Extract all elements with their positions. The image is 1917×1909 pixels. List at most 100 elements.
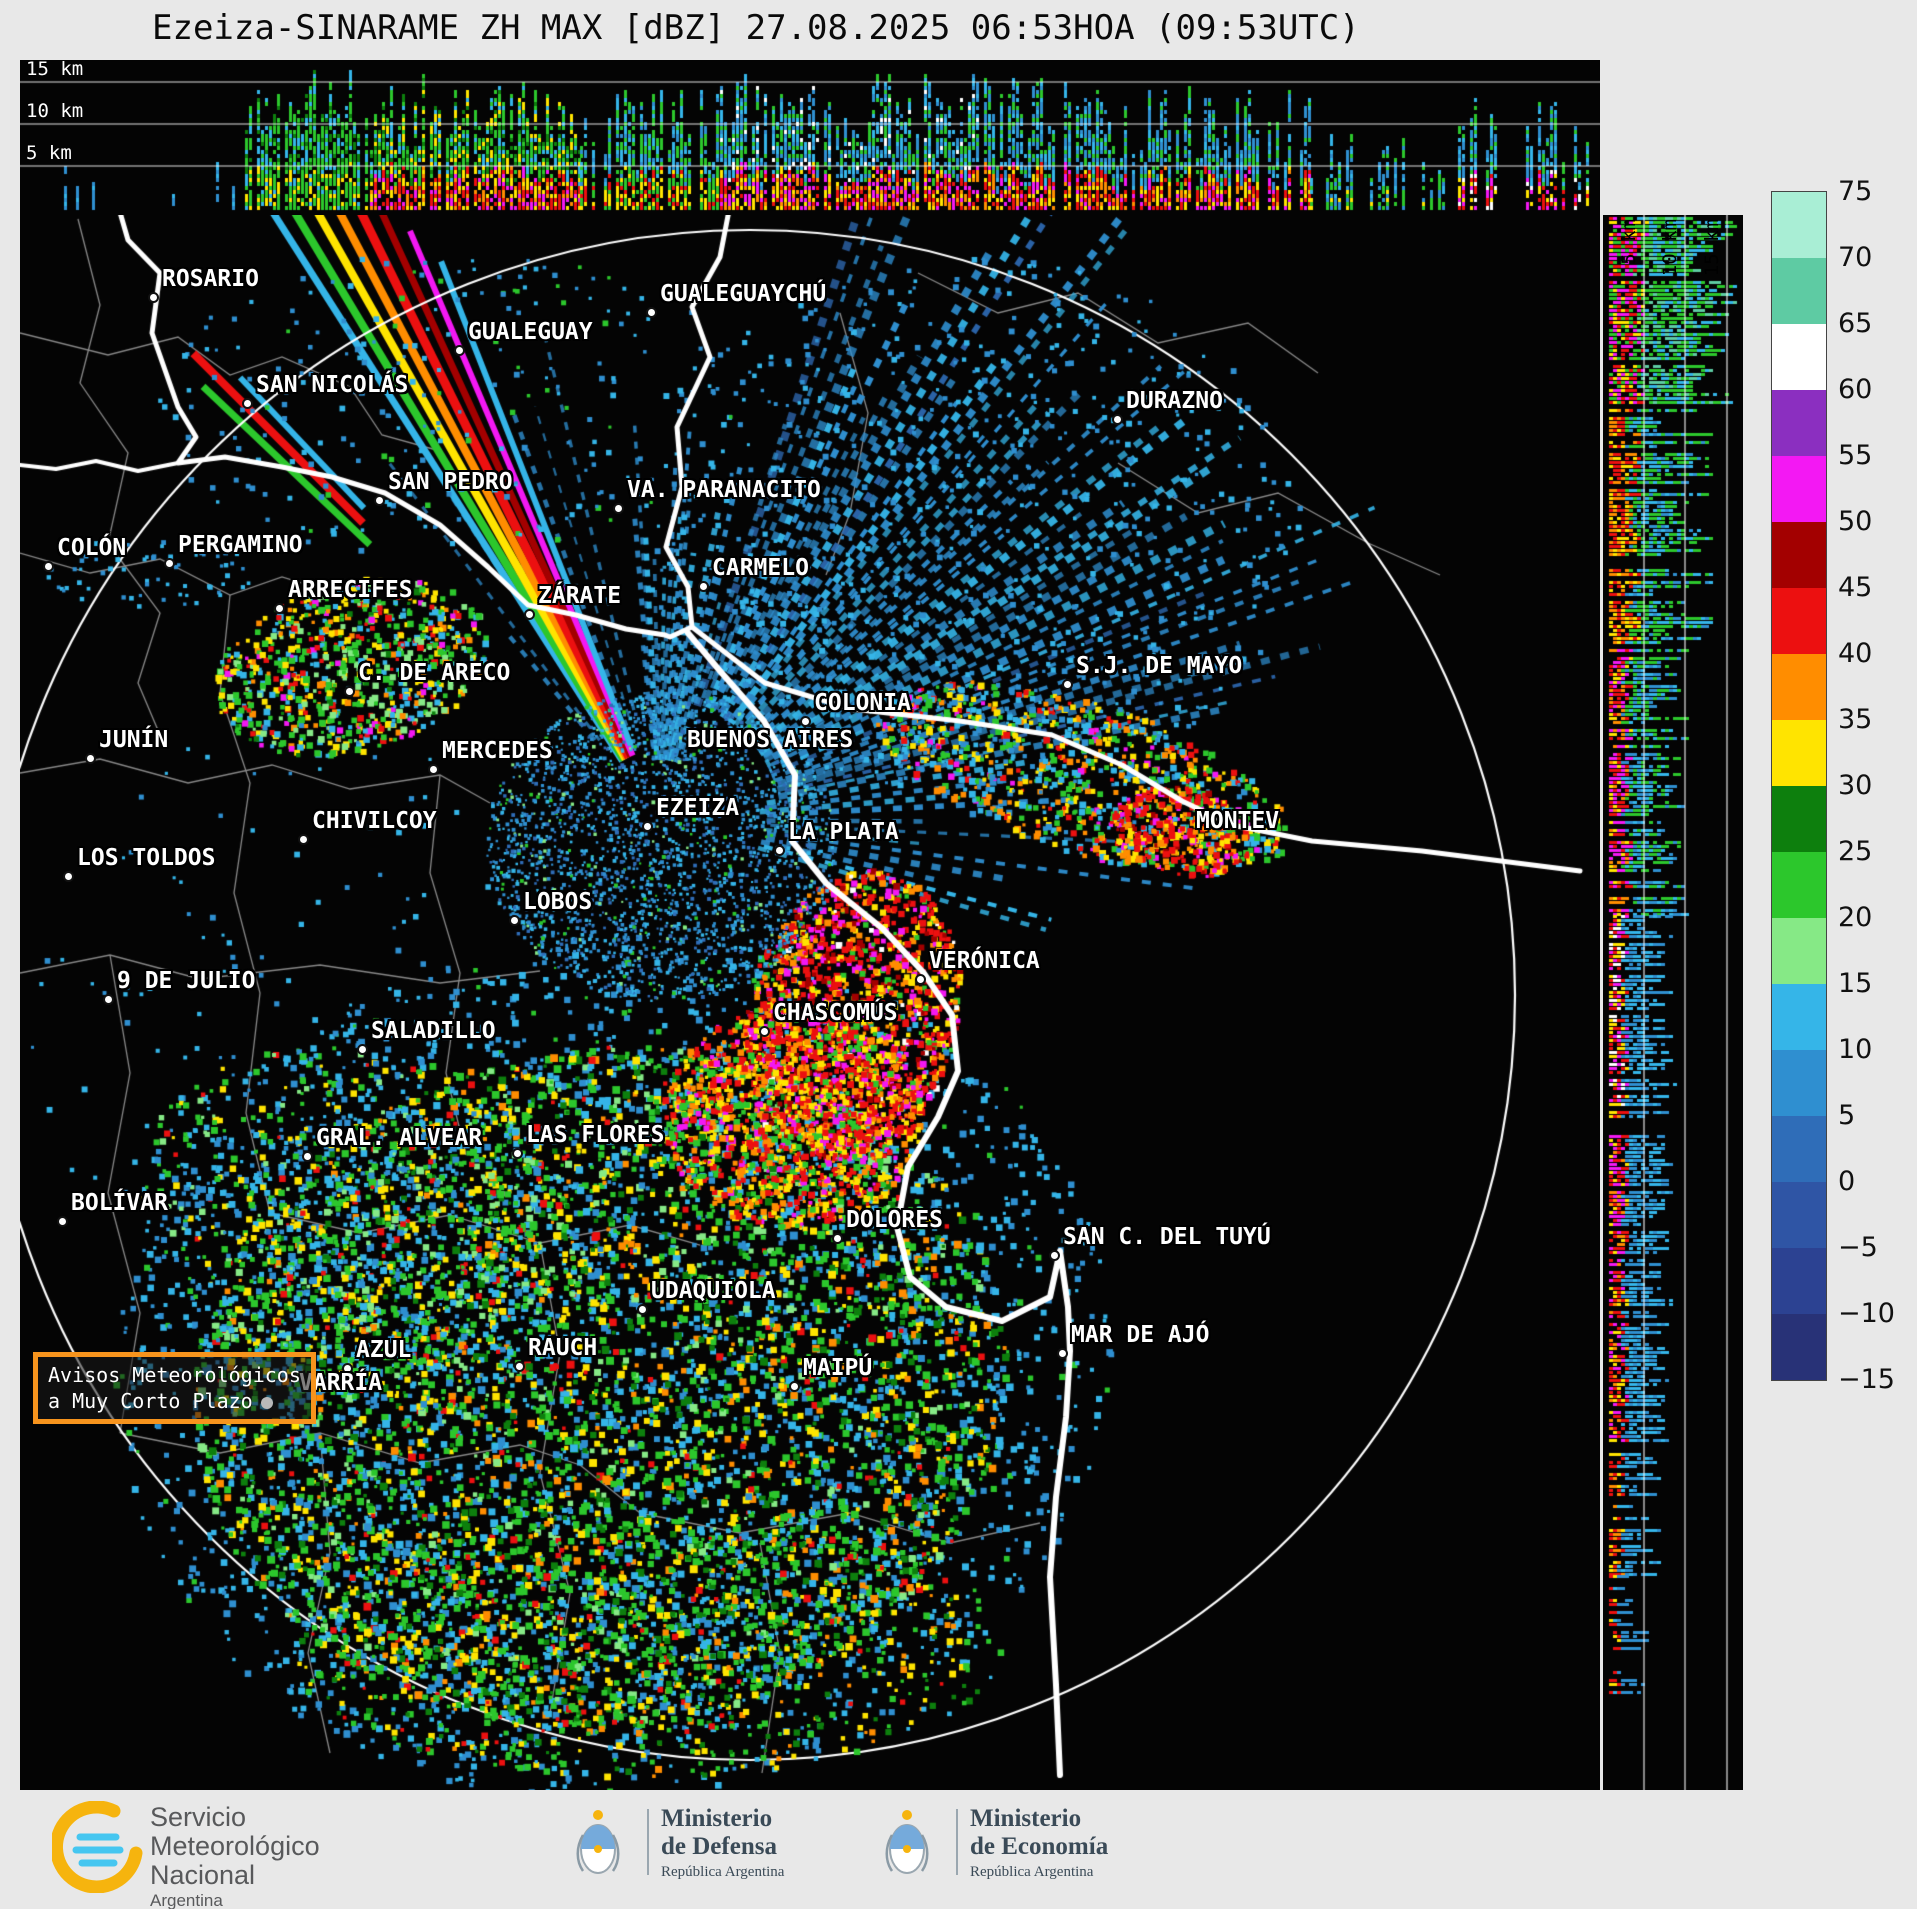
height-axis-label-rotated: 15 km	[1701, 219, 1723, 277]
city-label: ZÁRATE	[538, 583, 622, 609]
city-dot	[698, 581, 709, 592]
city-label: MONTEV	[1196, 808, 1280, 834]
city-label: CHASCOMÚS	[773, 1000, 898, 1026]
height-axis-label: 15 km	[26, 58, 84, 80]
city-label: CHIVILCOY	[312, 808, 437, 834]
smn-line3: Nacional	[150, 1859, 256, 1890]
city-label: SAN PEDRO	[388, 469, 513, 495]
colorbar-tick-label: 70	[1838, 242, 1873, 273]
city-label: JUNÍN	[99, 727, 169, 753]
city-label: PERGAMINO	[178, 532, 303, 558]
smn-logo	[49, 1800, 144, 1897]
warning-badge[interactable]: Avisos Meteorológicos a Muy Corto Plazo	[33, 1352, 316, 1424]
city-dot	[759, 1026, 770, 1037]
smn-logo-icon	[49, 1800, 143, 1894]
city-dot	[1112, 414, 1123, 425]
ministry-defensa-logo: Ministerio de Defensa República Argentin…	[563, 1805, 784, 1887]
city-dot	[1049, 1250, 1060, 1261]
city-dot	[298, 834, 309, 845]
warning-line1: Avisos Meteorológicos	[48, 1363, 301, 1387]
colorbar-segment	[1772, 984, 1826, 1050]
city-label: MAR DE AJÓ	[1071, 1322, 1210, 1348]
colorbar-segment	[1772, 1314, 1826, 1380]
city-dot	[85, 753, 96, 764]
city-label: EZEIZA	[656, 795, 740, 821]
colorbar-tick-label: −15	[1838, 1364, 1895, 1395]
colorbar-segment	[1772, 258, 1826, 324]
radar-map-panel	[20, 215, 1600, 1790]
colorbar-tick-label: 5	[1838, 1100, 1856, 1131]
city-dot	[302, 1151, 313, 1162]
smn-line1: Servicio	[150, 1802, 247, 1832]
city-dot	[789, 1381, 800, 1392]
defensa-line1: Ministerio	[661, 1805, 773, 1832]
city-dot	[1057, 1348, 1068, 1359]
city-label: LA PLATA	[788, 819, 899, 845]
city-label: BOLÍVAR	[71, 1190, 168, 1216]
top-cross-section-canvas	[20, 60, 1600, 215]
defensa-line2: de Defensa	[661, 1833, 777, 1860]
page-title: Ezeiza-SINARAME ZH MAX [dBZ] 27.08.2025 …	[152, 8, 1360, 48]
city-dot	[915, 974, 926, 985]
city-dot	[1062, 679, 1073, 690]
city-dot	[274, 603, 285, 614]
colorbar-tick-label: 75	[1838, 176, 1873, 207]
city-dot	[344, 686, 355, 697]
colorbar-segment	[1772, 720, 1826, 786]
right-cross-section-panel	[1603, 215, 1743, 1790]
city-label: 9 DE JULIO	[117, 968, 256, 994]
city-label: CARMELO	[712, 555, 809, 581]
city-dot	[514, 1361, 525, 1372]
city-label: GRAL. ALVEAR	[316, 1125, 483, 1151]
top-cross-section-panel	[20, 60, 1600, 215]
smn-wordmark: Servicio Meteorológico Nacional Argentin…	[150, 1803, 320, 1909]
colorbar-tick-label: −5	[1838, 1232, 1878, 1263]
colorbar-tick-label: 65	[1838, 308, 1873, 339]
colorbar-tick-label: 45	[1838, 572, 1873, 603]
colorbar-segment	[1772, 654, 1826, 720]
city-dot	[57, 1216, 68, 1227]
colorbar-segment	[1772, 324, 1826, 390]
smn-line4: Argentina	[150, 1890, 223, 1909]
defensa-line3: República Argentina	[661, 1864, 785, 1880]
city-dot	[646, 307, 657, 318]
city-label: COLONIA	[814, 690, 911, 716]
city-label: DURAZNO	[1126, 388, 1223, 414]
city-dot	[642, 821, 653, 832]
city-label: MAIPÚ	[803, 1355, 873, 1381]
height-axis-label: 10 km	[26, 100, 84, 122]
city-dot	[428, 764, 439, 775]
city-label: LOBOS	[523, 889, 593, 915]
colorbar-tick-label: 55	[1838, 440, 1873, 471]
logo-divider	[956, 1809, 958, 1875]
city-dot	[509, 915, 520, 926]
city-dot	[512, 1148, 523, 1159]
city-dot	[63, 871, 74, 882]
city-label: MERCEDES	[442, 738, 553, 764]
city-dot	[524, 609, 535, 620]
smn-line2: Meteorológico	[150, 1830, 320, 1861]
colorbar-tick-label: 25	[1838, 836, 1873, 867]
colorbar-segment	[1772, 390, 1826, 456]
height-axis-label-rotated: 5 km	[1618, 219, 1640, 265]
colorbar-tick-label: 20	[1838, 902, 1873, 933]
radar-map-canvas	[20, 215, 1600, 1790]
warning-line2: a Muy Corto Plazo	[48, 1389, 253, 1413]
dbz-colorbar	[1771, 191, 1827, 1381]
height-axis-label: 5 km	[26, 142, 72, 164]
colorbar-segment	[1772, 456, 1826, 522]
city-label: RAUCH	[528, 1335, 598, 1361]
economia-line1: Ministerio	[970, 1805, 1082, 1832]
argentina-coat-of-arms-icon	[885, 1810, 929, 1874]
city-label: VA. PARANACITO	[627, 477, 821, 503]
city-label: AZUL	[356, 1337, 412, 1363]
city-label: SAN NICOLÁS	[256, 372, 409, 398]
city-dot	[374, 495, 385, 506]
colorbar-segment	[1772, 1050, 1826, 1116]
ministry-economia-logo: Ministerio de Economía República Argenti…	[872, 1805, 1108, 1887]
city-label: ROSARIO	[162, 266, 259, 292]
colorbar-tick-label: 30	[1838, 770, 1873, 801]
economia-line2: de Economía	[970, 1833, 1109, 1860]
city-label: DOLORES	[846, 1207, 943, 1233]
